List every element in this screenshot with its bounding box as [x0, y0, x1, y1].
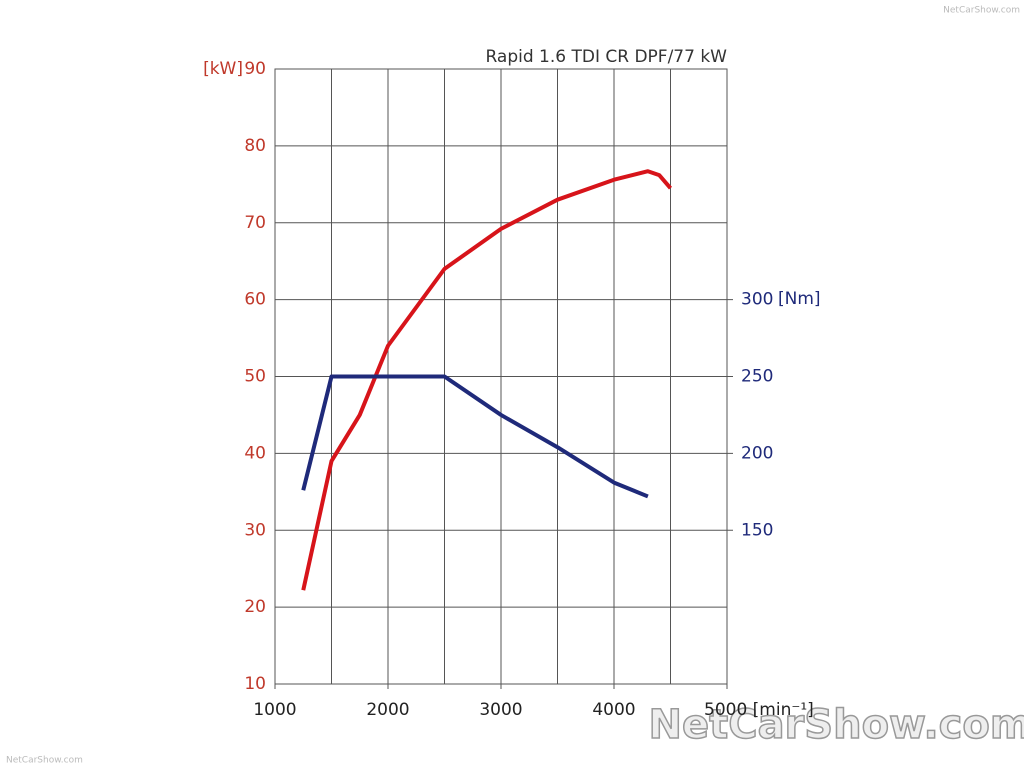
series-line [301, 169, 673, 591]
y-tick-label: 30 [244, 520, 266, 540]
y2-tick-label: 250 [741, 367, 773, 387]
y-tick-label: 50 [244, 367, 266, 387]
y-axis-label: [kW] [203, 59, 243, 79]
y-tick-label: 80 [244, 136, 266, 156]
y2-tick-label: 150 [741, 520, 773, 540]
y-tick-label: 40 [244, 443, 266, 463]
watermark: NetCarShow.com [943, 6, 1020, 16]
y-tick-label: 60 [244, 290, 266, 310]
y-tick-label: 90 [244, 59, 266, 79]
x-tick-label: 5000 [min⁻¹] [704, 700, 814, 720]
y2-tick-label: 300 [741, 290, 773, 310]
y2-axis-label: [Nm] [778, 289, 821, 309]
x-tick-label: 1000 [253, 700, 296, 720]
x-tick-label: 3000 [479, 700, 522, 720]
y-tick-label: 70 [244, 213, 266, 233]
watermark: NetCarShow.com [6, 756, 83, 766]
y-tick-label: 20 [244, 597, 266, 617]
y-tick-label: 10 [244, 674, 266, 694]
chart-title: Rapid 1.6 TDI CR DPF/77 kW [485, 47, 727, 67]
y2-tick-label: 200 [741, 443, 773, 463]
x-tick-label: 2000 [366, 700, 409, 720]
watermark-logo: NetCarShow.com [648, 702, 1024, 748]
x-tick-label: 4000 [592, 700, 635, 720]
